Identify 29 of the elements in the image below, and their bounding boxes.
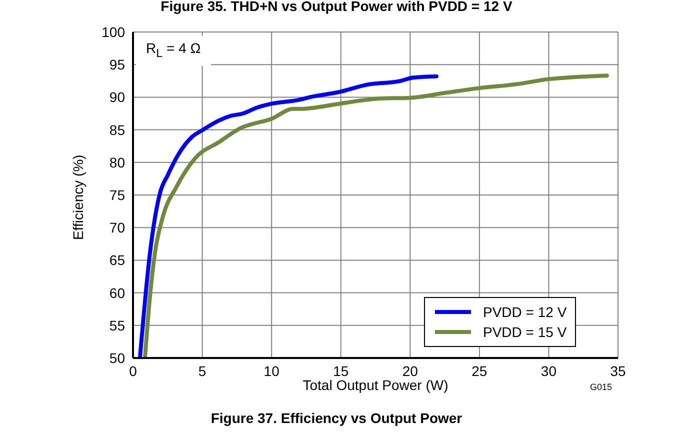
x-tick-label: 30: [540, 362, 557, 379]
y-tick-label: 55: [109, 317, 126, 334]
text: Figure 37. Efficiency vs Output Power: [210, 410, 464, 426]
caption: Figure 35. THD+N vs Output Power with PVDD = 12 V: [160, 0, 514, 14]
legend-label: PVDD = 12 V: [483, 303, 567, 322]
y-tick-label: 75: [109, 186, 126, 203]
x-axis-title: Total Output Power (W): [302, 377, 448, 393]
line-series: [138, 74, 438, 358]
y-tick-label: 65: [109, 252, 126, 268]
y-tick-label: 60: [109, 284, 126, 301]
y-tick-label: 80: [109, 154, 126, 170]
line-series: [143, 74, 609, 358]
x-tick-label: 0: [129, 362, 138, 379]
y-axis-title: Efficiency (%): [70, 154, 86, 240]
x-tick-label: 25: [472, 362, 488, 379]
x-tick-label: 20: [402, 362, 418, 379]
y-tick-label: 95: [109, 56, 126, 73]
legend-label: PVDD = 15 V: [483, 323, 567, 342]
y-tick-label: 90: [109, 89, 126, 106]
x-tick-label: 10: [264, 362, 280, 379]
y-tick-label: 50: [109, 350, 126, 366]
y-tick-label: 100: [102, 24, 126, 40]
x-tick-label: 15: [333, 362, 349, 379]
y-tick-label: 70: [109, 220, 126, 236]
annotation: R$_{L}$ = 4 Ω: [136, 36, 211, 66]
y-tick-label: 85: [109, 122, 126, 138]
x-tick-label: 5: [198, 362, 206, 379]
x-tick-label: 35: [610, 362, 626, 379]
text: G015: [590, 382, 612, 392]
